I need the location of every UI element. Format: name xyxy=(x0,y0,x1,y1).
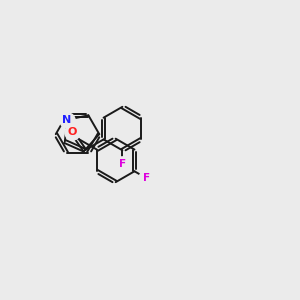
Text: F: F xyxy=(143,173,150,183)
Text: O: O xyxy=(68,128,77,137)
Text: F: F xyxy=(119,159,126,169)
Text: N: N xyxy=(62,115,72,125)
